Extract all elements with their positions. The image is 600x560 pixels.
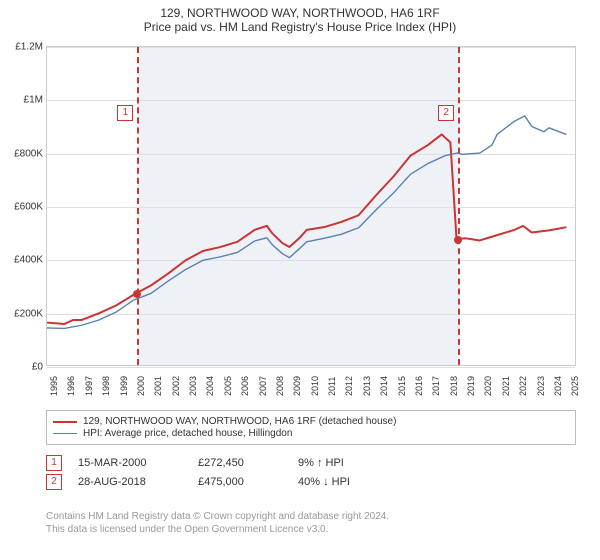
legend-label: 129, NORTHWOOD WAY, NORTHWOOD, HA6 1RF (…: [83, 416, 396, 427]
events-table: 1 15-MAR-2000 £272,450 9% ↑ HPI 2 28-AUG…: [46, 452, 576, 493]
event-delta: 40% ↓ HPI: [298, 476, 398, 488]
x-axis-label: 2025: [570, 376, 580, 396]
event-marker-icon: 2: [46, 474, 62, 490]
y-axis-label: £800K: [0, 148, 47, 159]
footer-line: Contains HM Land Registry data © Crown c…: [46, 510, 576, 523]
x-axis-label: 2006: [240, 376, 250, 396]
x-axis-label: 2024: [553, 376, 563, 396]
chart-area: £0£200K£400K£600K£800K£1M£1.2M12: [46, 46, 576, 366]
x-axis-label: 2008: [275, 376, 285, 396]
x-axis-label: 2010: [310, 376, 320, 396]
event-row: 1 15-MAR-2000 £272,450 9% ↑ HPI: [46, 455, 576, 471]
x-axis-label: 1995: [49, 376, 59, 396]
chart-subtitle: Price paid vs. HM Land Registry's House …: [0, 20, 600, 38]
x-axis-label: 2014: [379, 376, 389, 396]
x-axis-label: 1998: [101, 376, 111, 396]
x-axis-label: 1997: [84, 376, 94, 396]
legend-label: HPI: Average price, detached house, Hill…: [83, 428, 292, 439]
legend-item: HPI: Average price, detached house, Hill…: [53, 428, 569, 439]
event-price: £475,000: [198, 476, 298, 488]
x-axis-label: 2012: [344, 376, 354, 396]
event-delta: 9% ↑ HPI: [298, 457, 398, 469]
footer-attribution: Contains HM Land Registry data © Crown c…: [46, 510, 576, 536]
x-axis-label: 2021: [501, 376, 511, 396]
x-axis-label: 2011: [327, 377, 337, 396]
x-axis-label: 2005: [223, 376, 233, 396]
x-axis-label: 2001: [153, 376, 163, 396]
x-axis-label: 2017: [431, 376, 441, 396]
legend-box: 129, NORTHWOOD WAY, NORTHWOOD, HA6 1RF (…: [46, 410, 576, 445]
legend-swatch-blue: [53, 433, 77, 434]
x-axis-label: 2004: [205, 376, 215, 396]
x-axis-label: 2016: [414, 376, 424, 396]
x-axis-label: 2022: [518, 376, 528, 396]
x-axis-labels: 1995 1996 1997 1998 1999 2000 2001 2002 2003 2004…: [46, 368, 576, 408]
y-axis-label: £1M: [0, 95, 47, 106]
y-axis-label: £400K: [0, 255, 47, 266]
y-axis-label: £1.2M: [0, 42, 47, 53]
x-axis-label: 2009: [292, 376, 302, 396]
x-axis-label: 2007: [258, 376, 268, 396]
x-axis-label: 2023: [536, 376, 546, 396]
event-marker-icon: 1: [46, 455, 62, 471]
x-axis-label: 2003: [188, 376, 198, 396]
x-axis-label: 2000: [136, 376, 146, 396]
legend-item: 129, NORTHWOOD WAY, NORTHWOOD, HA6 1RF (…: [53, 416, 569, 427]
event-row: 2 28-AUG-2018 £475,000 40% ↓ HPI: [46, 474, 576, 490]
x-axis-label: 2002: [171, 376, 181, 396]
footer-line: This data is licensed under the Open Gov…: [46, 523, 576, 536]
x-axis-label: 2018: [449, 376, 459, 396]
legend-swatch-red: [53, 421, 77, 423]
x-axis-label: 1999: [119, 376, 129, 396]
chart-title: 129, NORTHWOOD WAY, NORTHWOOD, HA6 1RF: [0, 0, 600, 20]
y-axis-label: £200K: [0, 308, 47, 319]
x-axis-label: 2013: [362, 376, 372, 396]
x-axis-label: 1996: [66, 376, 76, 396]
x-axis-label: 2019: [466, 376, 476, 396]
event-date: 15-MAR-2000: [78, 457, 198, 469]
x-axis-label: 2015: [397, 376, 407, 396]
x-axis-label: 2020: [483, 376, 493, 396]
chart-page: 129, NORTHWOOD WAY, NORTHWOOD, HA6 1RF P…: [0, 0, 600, 560]
event-date: 28-AUG-2018: [78, 476, 198, 488]
y-axis-label: £0: [0, 362, 47, 373]
y-axis-label: £600K: [0, 202, 47, 213]
event-price: £272,450: [198, 457, 298, 469]
